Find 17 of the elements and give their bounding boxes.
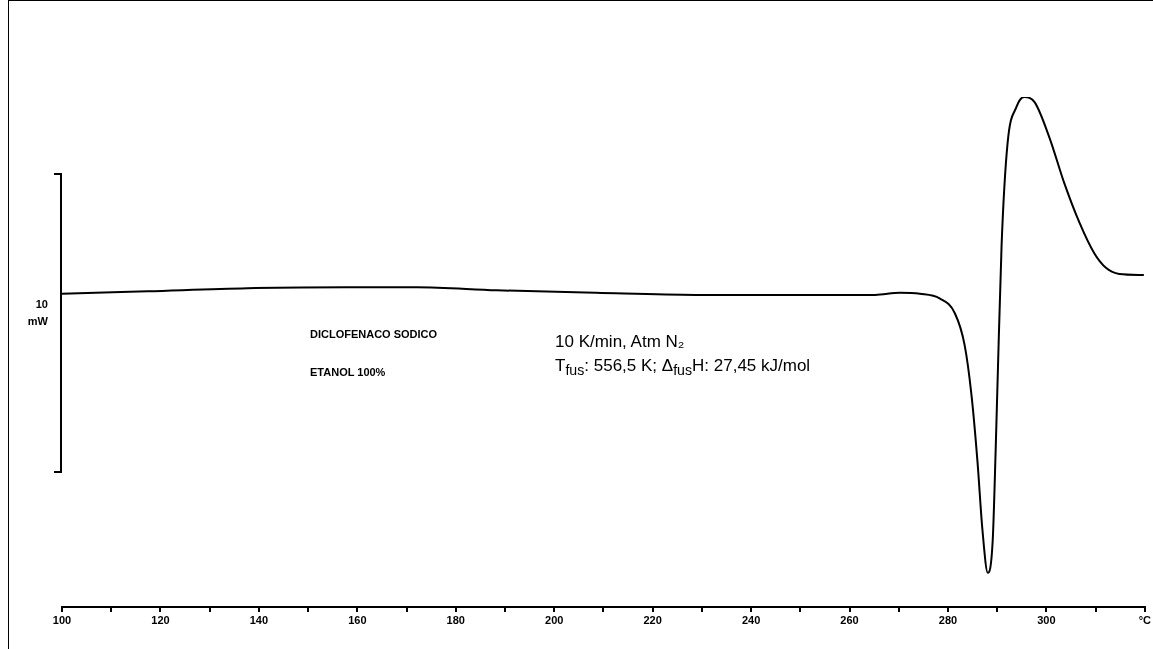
y-axis-title: 10 mW xyxy=(26,297,48,329)
x-tick-label: 100 xyxy=(52,613,72,626)
x-tick-label: 120 xyxy=(151,613,170,626)
annotation: DICLOFENACO SODICO xyxy=(310,328,438,340)
x-tick-label: 260 xyxy=(840,613,859,626)
x-tick-label: 280 xyxy=(938,613,958,626)
x-tick-label: 180 xyxy=(446,613,465,626)
x-tick-label: 240 xyxy=(741,613,761,626)
x-tick-label: 220 xyxy=(643,613,662,626)
x-tick-label: 300 xyxy=(1037,613,1056,626)
x-tick-label: °C xyxy=(1138,613,1152,626)
x-tick-label: 140 xyxy=(249,613,269,626)
annotation: 10 K/min, Atm N₂ xyxy=(555,332,685,352)
x-tick-label: 200 xyxy=(545,613,564,626)
x-tick-label: 160 xyxy=(348,613,367,626)
annotation: T$_{fus}$: 556,5 K; Δ$_{fus}$H: 27,45 kJ/mol xyxy=(555,356,811,379)
annotation: ETANOL 100% xyxy=(310,366,386,378)
